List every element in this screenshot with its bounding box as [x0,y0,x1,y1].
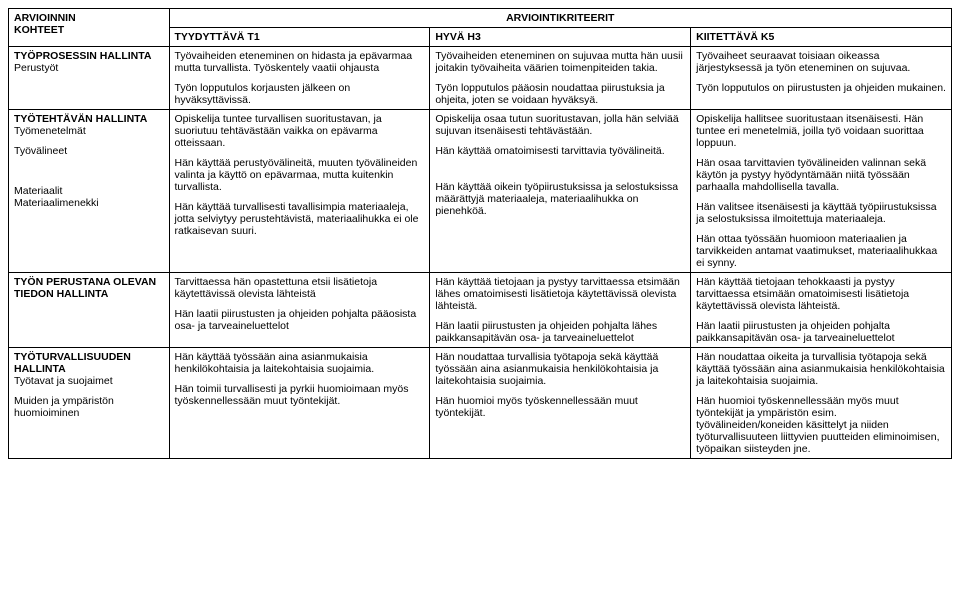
row0-sub: Perustyöt [14,62,58,74]
cell-text: Hän käyttää perustyövälineitä, muuten ty… [175,157,425,193]
row3-sub0: Työtavat ja suojaimet [14,375,113,387]
cell-text: Opiskelija osaa tutun suoritustavan, jol… [435,113,685,137]
cell-text: Hän käyttää omatoimisesti tarvittavia ty… [435,145,685,157]
row1-h3: Opiskelija osaa tutun suoritustavan, jol… [430,110,691,273]
level-t1: TYYDYTTÄVÄ T1 [169,28,430,47]
level-k5: KIITETTÄVÄ K5 [691,28,952,47]
cell-text: Hän huomioi myös työskennellessään muut … [435,395,685,419]
row0-main: TYÖPROSESSIN HALLINTA [14,50,151,62]
cell-text: Hän käyttää tietojaan tehokkaasti ja pys… [696,276,946,312]
row3-k5: Hän noudattaa oikeita ja turvallisia työ… [691,348,952,459]
cell-text: Hän valitsee itsenäisesti ja käyttää työ… [696,201,946,225]
row-label: TYÖTEHTÄVÄN HALLINTA Työmenetelmät Työvä… [9,110,170,273]
cell-text: Hän osaa tarvittavien työvälineiden vali… [696,157,946,193]
cell-text: Työn lopputulos on piirustusten ja ohjei… [696,82,946,94]
criteria-title: ARVIOINTIKRITEERIT [169,9,952,28]
table-row: TYÖN PERUSTANA OLEVAN TIEDON HALLINTA Ta… [9,273,952,348]
cell-text: Hän toimii turvallisesti ja pyrkii huomi… [175,383,425,407]
row1-k5: Opiskelija hallitsee suoritustaan itsenä… [691,110,952,273]
row0-t1: Työvaiheiden eteneminen on hidasta ja ep… [169,47,430,110]
row1-sub2: Materiaalit [14,185,62,197]
row3-sub1: Muiden ja ympäristön huomioiminen [14,395,114,419]
row0-k5: Työvaiheet seuraavat toisiaan oikeassa j… [691,47,952,110]
row3-h3: Hän noudattaa turvallisia työtapoja sekä… [430,348,691,459]
cell-text: Hän noudattaa oikeita ja turvallisia työ… [696,351,946,387]
cell-text: Opiskelija tuntee turvallisen suoritusta… [175,113,425,149]
assessment-table: ARVIOINNIN KOHTEET ARVIOINTIKRITEERIT TY… [8,8,952,459]
cell-text: Työvaiheiden eteneminen on hidasta ja ep… [175,50,425,74]
row1-sub3: Materiaalimenekki [14,197,99,209]
cell-text: Hän käyttää turvallisesti tavallisimpia … [175,201,425,237]
cell-text: Työn lopputulos pääosin noudattaa piirus… [435,82,685,106]
cell-text: Hän noudattaa turvallisia työtapoja sekä… [435,351,685,387]
cell-text: Hän ottaa työssään huomioon materiaalien… [696,233,946,269]
cell-text: Opiskelija hallitsee suoritustaan itsenä… [696,113,946,149]
row2-k5: Hän käyttää tietojaan tehokkaasti ja pys… [691,273,952,348]
cell-text: Hän laatii piirustusten ja ohjeiden pohj… [696,320,946,344]
header-rowlabel2: KOHTEET [14,24,64,36]
row2-t1: Tarvittaessa hän opastettuna etsii lisät… [169,273,430,348]
table-row: TYÖTEHTÄVÄN HALLINTA Työmenetelmät Työvä… [9,110,952,273]
row-label: TYÖN PERUSTANA OLEVAN TIEDON HALLINTA [9,273,170,348]
cell-text: Hän käyttää työssään aina asianmukaisia … [175,351,425,375]
row-label: TYÖPROSESSIN HALLINTA Perustyöt [9,47,170,110]
row-label: TYÖTURVALLISUUDEN HALLINTA Työtavat ja s… [9,348,170,459]
row0-h3: Työvaiheiden eteneminen on sujuvaa mutta… [430,47,691,110]
level-h3: HYVÄ H3 [430,28,691,47]
row1-sub0: Työmenetelmät [14,125,86,137]
cell-text: Hän käyttää tietojaan ja pystyy tarvitta… [435,276,685,312]
header-row-label: ARVIOINNIN KOHTEET [9,9,170,47]
row1-t1: Opiskelija tuntee turvallisen suoritusta… [169,110,430,273]
header-rowlabel1: ARVIOINNIN [14,12,76,24]
cell-text: Hän käyttää oikein työpiirustuksissa ja … [435,181,685,217]
table-row: TYÖTURVALLISUUDEN HALLINTA Työtavat ja s… [9,348,952,459]
cell-text: Tarvittaessa hän opastettuna etsii lisät… [175,276,425,300]
row1-sub1: Työvälineet [14,145,67,157]
row3-main0: TYÖTURVALLISUUDEN HALLINTA [14,351,131,375]
row3-t1: Hän käyttää työssään aina asianmukaisia … [169,348,430,459]
cell-text: Hän laatii piirustusten ja ohjeiden pohj… [175,308,425,332]
cell-text: Työvaiheiden eteneminen on sujuvaa mutta… [435,50,685,74]
row2-h3: Hän käyttää tietojaan ja pystyy tarvitta… [430,273,691,348]
cell-text: Työvaiheet seuraavat toisiaan oikeassa j… [696,50,946,74]
cell-text: Työn lopputulos korjausten jälkeen on hy… [175,82,425,106]
row1-main0: TYÖTEHTÄVÄN HALLINTA [14,113,147,125]
table-row: TYÖPROSESSIN HALLINTA Perustyöt Työvaihe… [9,47,952,110]
row2-main: TYÖN PERUSTANA OLEVAN TIEDON HALLINTA [14,276,156,300]
cell-text: Hän huomioi työskennellessään myös muut … [696,395,946,455]
cell-text: Hän laatii piirustusten ja ohjeiden pohj… [435,320,685,344]
